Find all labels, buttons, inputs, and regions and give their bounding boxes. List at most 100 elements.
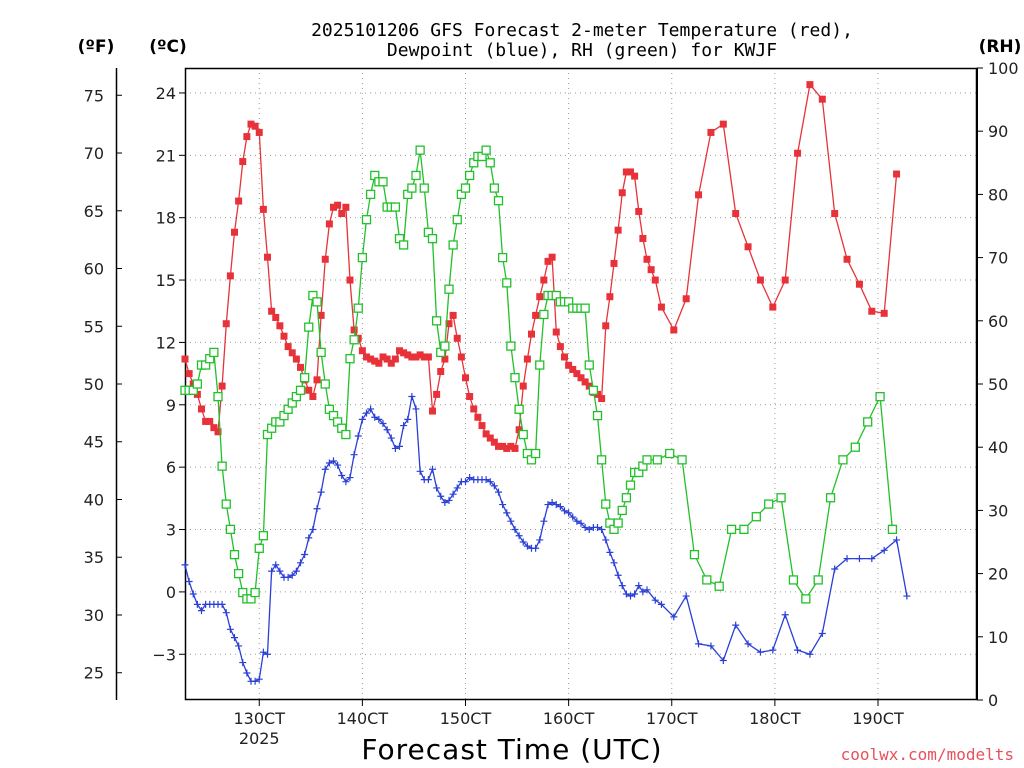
dewpoint-marker bbox=[598, 526, 606, 534]
temperature-marker bbox=[334, 201, 342, 209]
rh-marker bbox=[357, 252, 368, 263]
dewpoint-marker bbox=[429, 465, 436, 473]
dewpoint-marker bbox=[707, 642, 715, 650]
rh-marker bbox=[677, 455, 687, 465]
dewpoint-marker bbox=[602, 536, 610, 544]
fahrenheit-tick-label: 35 bbox=[84, 548, 104, 567]
rh-marker bbox=[642, 455, 652, 465]
dewpoint-marker bbox=[350, 451, 358, 459]
dewpoint-marker bbox=[744, 640, 752, 648]
temperature-marker bbox=[379, 353, 387, 361]
dewpoint-marker bbox=[868, 555, 876, 563]
chart-title-line1: 2025101206 GFS Forecast 2-meter Temperat… bbox=[311, 20, 853, 41]
temperature-marker bbox=[507, 442, 515, 450]
dewpoint-marker bbox=[643, 586, 651, 594]
rh-marker bbox=[502, 278, 512, 288]
temperature-marker bbox=[490, 438, 498, 446]
rh-marker bbox=[530, 448, 541, 459]
rh-marker bbox=[489, 183, 500, 193]
dewpoint-marker bbox=[288, 571, 296, 579]
dewpoint-marker bbox=[540, 517, 548, 525]
dewpoint-marker bbox=[387, 434, 395, 442]
dewpoint-marker bbox=[544, 501, 552, 509]
rh-marker bbox=[431, 316, 442, 326]
dewpoint-marker bbox=[325, 459, 333, 467]
rh-marker bbox=[345, 354, 355, 364]
dewpoint-marker bbox=[523, 542, 531, 550]
celsius-tick-label: 9 bbox=[166, 396, 176, 415]
dewpoint-marker bbox=[695, 640, 703, 648]
dewpoint-marker bbox=[573, 517, 581, 525]
temperature-marker bbox=[424, 353, 432, 361]
dewpoint-marker bbox=[490, 482, 498, 490]
dewpoint-marker bbox=[818, 629, 826, 637]
temperature-marker bbox=[280, 332, 288, 340]
dewpoint-marker bbox=[732, 621, 740, 629]
temperature-marker bbox=[441, 355, 449, 363]
rh-tick-label: 10 bbox=[988, 628, 1008, 647]
temperature-marker bbox=[744, 243, 752, 251]
dewpoint-marker bbox=[226, 625, 234, 633]
celsius-tick-label: 24 bbox=[156, 84, 176, 103]
temperature-marker bbox=[515, 426, 523, 434]
rh-marker bbox=[407, 183, 417, 193]
temperature-marker bbox=[449, 311, 457, 319]
temperature-marker bbox=[247, 120, 255, 128]
rh-marker bbox=[460, 183, 471, 193]
temperature-marker bbox=[276, 322, 284, 330]
temperature-marker bbox=[367, 355, 375, 363]
rh-marker bbox=[621, 493, 632, 503]
temperature-marker bbox=[670, 326, 678, 334]
dewpoint-marker bbox=[424, 476, 432, 484]
rh-tick-label: 0 bbox=[988, 691, 998, 710]
dewpoint-marker bbox=[651, 596, 659, 604]
temperature-marker bbox=[528, 330, 535, 338]
dewpoint-marker bbox=[330, 457, 337, 465]
dewpoint-marker bbox=[594, 523, 601, 531]
dewpoint-marker bbox=[843, 555, 851, 563]
temperature-marker bbox=[643, 255, 651, 263]
temperature-marker bbox=[719, 120, 727, 128]
dewpoint-marker bbox=[181, 561, 189, 569]
dewpoint-marker bbox=[346, 474, 354, 482]
rh-marker bbox=[361, 215, 372, 225]
temperature-marker bbox=[627, 168, 634, 176]
dewpoint-marker bbox=[367, 405, 375, 413]
temperature-marker bbox=[375, 359, 383, 367]
temperature-marker bbox=[218, 382, 226, 390]
rh-marker bbox=[341, 429, 351, 440]
dewpoint-marker bbox=[193, 600, 201, 608]
dewpoint-marker bbox=[515, 532, 523, 540]
dewpoint-marker bbox=[627, 592, 634, 600]
celsius-tick-label: 18 bbox=[156, 209, 176, 228]
rh-tick-label: 90 bbox=[988, 122, 1008, 141]
temperature-marker bbox=[297, 363, 304, 371]
temperature-marker bbox=[806, 81, 814, 89]
rh-tick-label: 70 bbox=[988, 249, 1008, 268]
dewpoint-marker bbox=[371, 413, 379, 421]
temperature-marker bbox=[606, 293, 614, 301]
rh-marker bbox=[702, 575, 712, 585]
fahrenheit-tick-label: 75 bbox=[84, 86, 104, 105]
dewpoint-marker bbox=[503, 509, 511, 517]
rh-marker bbox=[217, 461, 227, 471]
dewpoint-marker bbox=[284, 573, 292, 581]
x-tick-label: 180CT bbox=[749, 709, 801, 728]
temperature-marker bbox=[577, 374, 585, 382]
temperature-marker bbox=[445, 320, 453, 328]
rh-marker bbox=[349, 335, 359, 345]
temperature-marker bbox=[695, 191, 703, 199]
temperature-marker bbox=[325, 220, 333, 228]
temperature-marker bbox=[309, 392, 317, 400]
temperature-marker bbox=[519, 382, 527, 390]
rh-marker bbox=[497, 252, 508, 263]
temperature-marker bbox=[391, 355, 399, 363]
temperature-marker bbox=[651, 276, 659, 284]
temperature-marker bbox=[769, 303, 777, 311]
rh-marker bbox=[213, 391, 223, 402]
rh-marker bbox=[584, 360, 594, 370]
fahrenheit-tick-label: 30 bbox=[84, 606, 104, 625]
dewpoint-marker bbox=[610, 559, 618, 567]
rh-marker bbox=[353, 303, 363, 313]
rh-tick-label: 100 bbox=[988, 59, 1019, 78]
